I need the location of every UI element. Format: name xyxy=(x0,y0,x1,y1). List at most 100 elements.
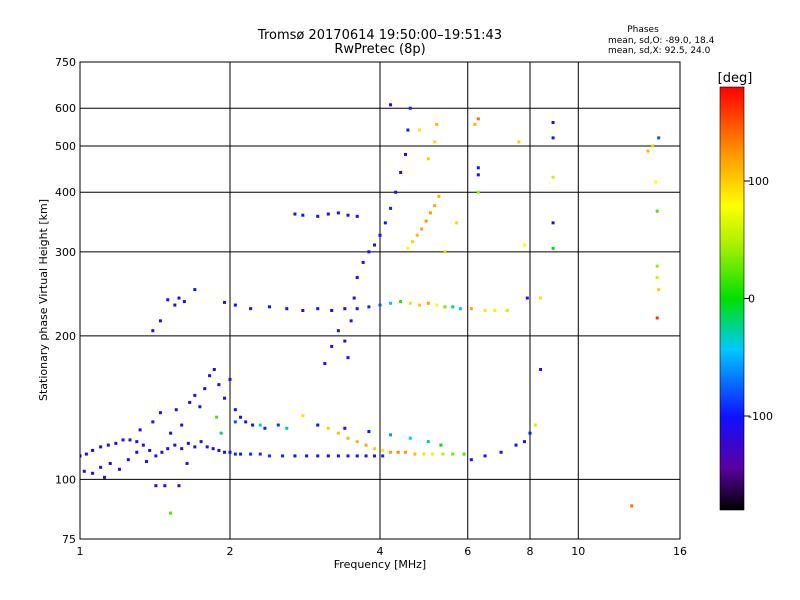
data-point xyxy=(364,443,368,447)
data-point xyxy=(408,301,412,305)
data-point xyxy=(199,440,203,444)
data-point xyxy=(151,329,155,333)
data-point xyxy=(336,211,340,215)
data-point xyxy=(135,450,139,454)
data-point xyxy=(437,194,441,198)
colorbar xyxy=(719,86,745,511)
data-point xyxy=(346,436,350,440)
data-point xyxy=(138,428,142,432)
data-point xyxy=(424,219,428,223)
data-point xyxy=(417,128,421,132)
data-point xyxy=(219,431,223,435)
data-point xyxy=(349,319,353,323)
data-point xyxy=(441,452,445,456)
data-point xyxy=(326,454,330,458)
data-point xyxy=(469,307,473,311)
data-point xyxy=(336,454,340,458)
data-point xyxy=(408,436,412,440)
data-point xyxy=(182,300,186,304)
data-point xyxy=(91,471,95,475)
data-point xyxy=(426,157,430,161)
data-point xyxy=(483,454,487,458)
y-tick-label: 750 xyxy=(55,56,76,69)
data-point xyxy=(154,484,158,488)
data-point xyxy=(551,175,555,179)
data-point xyxy=(223,300,227,304)
data-point xyxy=(145,460,149,464)
data-point xyxy=(415,233,419,237)
data-point xyxy=(158,411,162,415)
x-axis-ticks: 1 2 4 6 8 10 16 xyxy=(77,545,688,558)
data-point xyxy=(343,339,347,343)
colorbar-tick-label: -100 xyxy=(748,410,773,423)
data-point xyxy=(211,447,215,451)
grid-lines xyxy=(80,62,680,539)
data-point xyxy=(323,361,327,365)
data-point xyxy=(249,452,253,456)
data-point xyxy=(355,454,359,458)
data-point xyxy=(646,149,650,153)
data-point xyxy=(346,213,350,217)
data-point xyxy=(422,452,426,456)
data-point xyxy=(169,511,173,515)
data-point xyxy=(276,423,280,427)
data-point xyxy=(455,221,459,225)
data-point xyxy=(657,288,661,292)
colorbar-label: [deg] xyxy=(718,71,753,86)
data-point xyxy=(198,405,202,409)
data-point xyxy=(99,465,103,469)
y-axis-ticks: 75 100 200 300 400 500 600 750 xyxy=(55,56,76,546)
data-point xyxy=(205,445,209,449)
data-point xyxy=(212,367,216,371)
data-point xyxy=(514,443,518,447)
data-point xyxy=(373,454,377,458)
data-point xyxy=(525,296,529,300)
data-point xyxy=(135,440,139,444)
annotation-line-o: mean, sd,O: -89.0, 18.4 xyxy=(608,36,715,46)
data-point xyxy=(316,214,320,218)
data-point xyxy=(462,452,466,456)
data-point xyxy=(630,504,634,508)
data-point xyxy=(166,447,170,451)
data-point xyxy=(141,443,145,447)
data-point xyxy=(158,319,162,323)
data-point xyxy=(251,423,255,427)
data-point xyxy=(403,450,407,454)
data-point xyxy=(267,305,271,309)
data-point xyxy=(493,308,497,312)
data-point xyxy=(551,121,555,125)
data-point xyxy=(399,300,403,304)
chart-title: Tromsø 20170614 19:50:00–19:51:43 xyxy=(257,28,502,43)
y-tick-label: 600 xyxy=(55,102,76,115)
data-point xyxy=(305,454,309,458)
data-point xyxy=(352,296,356,300)
data-point xyxy=(249,307,253,311)
data-point xyxy=(389,206,393,210)
data-point xyxy=(435,303,439,307)
data-point xyxy=(91,448,95,452)
data-point xyxy=(355,276,359,280)
data-point xyxy=(193,288,197,292)
data-point xyxy=(174,408,178,412)
data-point xyxy=(326,212,330,216)
data-point xyxy=(117,467,121,471)
data-point xyxy=(217,383,221,387)
data-point xyxy=(651,144,655,148)
data-point xyxy=(208,374,212,378)
chart-subtitle: RwPretec (8p) xyxy=(334,42,425,57)
data-point xyxy=(378,233,382,237)
data-point xyxy=(483,308,487,312)
data-point xyxy=(193,445,197,449)
data-point xyxy=(233,303,237,307)
data-point xyxy=(185,461,189,465)
annotation-title: Phases xyxy=(627,25,659,35)
data-point xyxy=(228,377,232,381)
data-point xyxy=(373,447,377,451)
data-point xyxy=(443,305,447,309)
data-point xyxy=(285,307,289,311)
data-point xyxy=(263,426,267,430)
data-point xyxy=(426,440,430,444)
data-point xyxy=(148,448,152,452)
data-point xyxy=(420,227,424,231)
data-point xyxy=(346,356,350,360)
